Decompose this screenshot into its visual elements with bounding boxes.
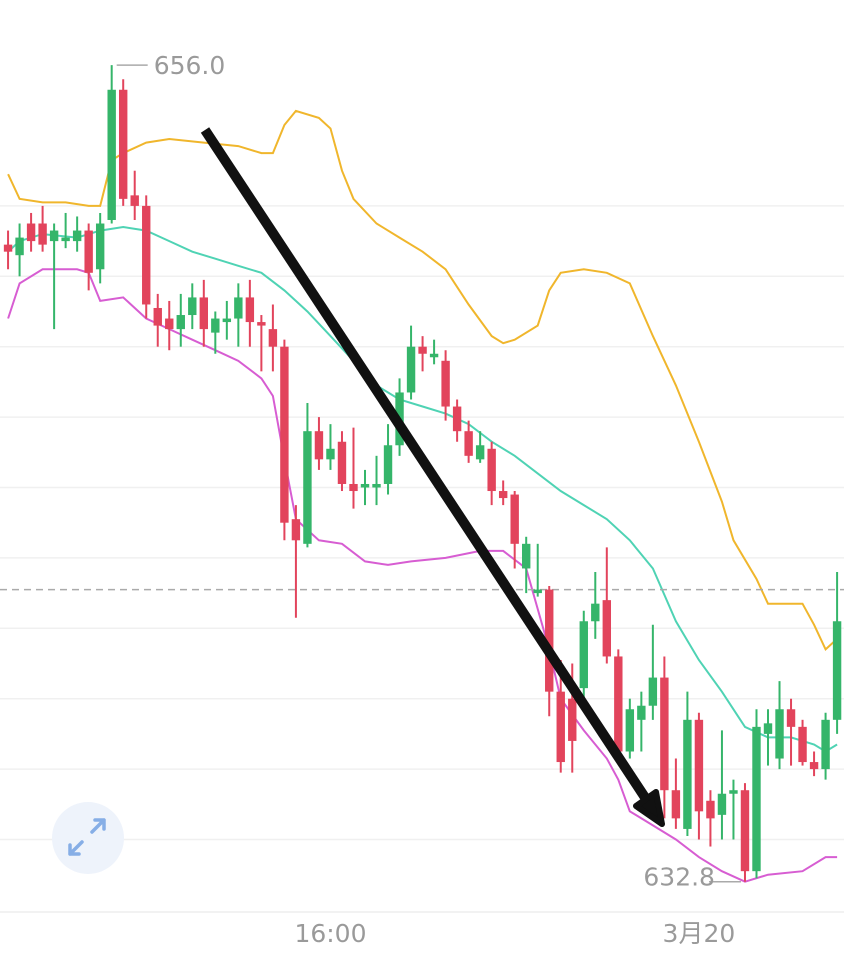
- candle-body: [360, 483, 370, 488]
- plot-area: 16:00 3月20 656.0 632.8: [0, 51, 844, 948]
- candle-body: [798, 726, 807, 763]
- min-marker-label: 632.8: [643, 863, 715, 892]
- candle-body: [326, 448, 335, 460]
- candle-body: [740, 790, 750, 872]
- candle-body: [821, 719, 830, 770]
- candle-body: [188, 297, 197, 316]
- candle-body: [234, 297, 243, 319]
- candle-body: [222, 318, 232, 323]
- candle-body: [579, 621, 588, 689]
- candle-body: [522, 543, 531, 569]
- candle-body: [545, 589, 554, 692]
- candle-body: [61, 237, 70, 242]
- trend-arrow-shaft: [200, 127, 653, 805]
- candle-body: [142, 205, 151, 305]
- candle-body: [26, 223, 36, 242]
- candle-body: [72, 230, 82, 242]
- candle-body: [487, 448, 496, 492]
- expand-icon: [68, 818, 106, 856]
- candle-body: [280, 346, 289, 523]
- candle-body: [153, 307, 162, 326]
- candle-body: [660, 677, 669, 791]
- candle-body: [406, 346, 416, 393]
- candle-body: [429, 353, 439, 358]
- candle-body: [418, 346, 427, 354]
- candle-body: [510, 494, 519, 544]
- candle-body: [763, 723, 773, 734]
- candle-body: [176, 315, 185, 330]
- candle-body: [3, 244, 13, 252]
- candle-body: [257, 322, 266, 326]
- candle-body: [775, 709, 784, 759]
- candle-body: [683, 719, 692, 829]
- max-marker-label: 656.0: [154, 51, 226, 80]
- candle-body: [717, 793, 727, 815]
- candle-body: [475, 445, 485, 460]
- candle-body: [165, 318, 174, 330]
- candle-body: [648, 677, 658, 706]
- candle-body: [119, 89, 128, 199]
- candle-body: [809, 762, 819, 770]
- candle-body: [130, 195, 139, 206]
- candle-body: [211, 318, 220, 333]
- candle-body: [95, 223, 105, 270]
- candle-body: [591, 603, 600, 622]
- candle-body: [694, 719, 704, 812]
- candle-body: [464, 431, 473, 456]
- band-line: [7, 109, 838, 652]
- candle-body: [671, 790, 681, 819]
- candle-body: [268, 329, 278, 347]
- candle-body: [637, 705, 646, 720]
- x-tick-label: 3月20: [663, 919, 736, 948]
- trend-arrow-head: [633, 789, 665, 827]
- candle-body: [786, 709, 796, 727]
- expand-button[interactable]: [52, 802, 124, 874]
- candle-body: [752, 726, 761, 872]
- candle-body: [291, 519, 301, 541]
- candle-body: [706, 800, 715, 819]
- candle-body: [832, 621, 842, 720]
- candle-body: [556, 691, 565, 763]
- candle-body: [729, 790, 738, 794]
- overlay: [52, 127, 665, 874]
- candle-body: [625, 709, 635, 752]
- candle-body: [383, 445, 393, 484]
- candle-body: [49, 230, 59, 242]
- candle-body: [199, 297, 209, 330]
- candle-body: [441, 360, 450, 407]
- candle-body: [245, 297, 255, 323]
- candle-body: [303, 431, 312, 544]
- candle-body: [372, 483, 381, 488]
- candle-body: [314, 431, 324, 460]
- candle-body: [568, 698, 577, 741]
- candle-body: [452, 406, 462, 432]
- x-tick-label: 16:00: [294, 919, 366, 948]
- candle-body: [38, 223, 47, 245]
- candle-body: [533, 589, 542, 594]
- candle-body: [337, 441, 347, 484]
- band-line: [7, 268, 838, 883]
- candle-body: [614, 656, 623, 752]
- candle-body: [107, 89, 116, 220]
- candle-body: [349, 483, 358, 492]
- candle-body: [15, 237, 24, 256]
- candle-body: [498, 491, 508, 499]
- candle-body: [84, 230, 93, 273]
- candle-body: [602, 600, 612, 657]
